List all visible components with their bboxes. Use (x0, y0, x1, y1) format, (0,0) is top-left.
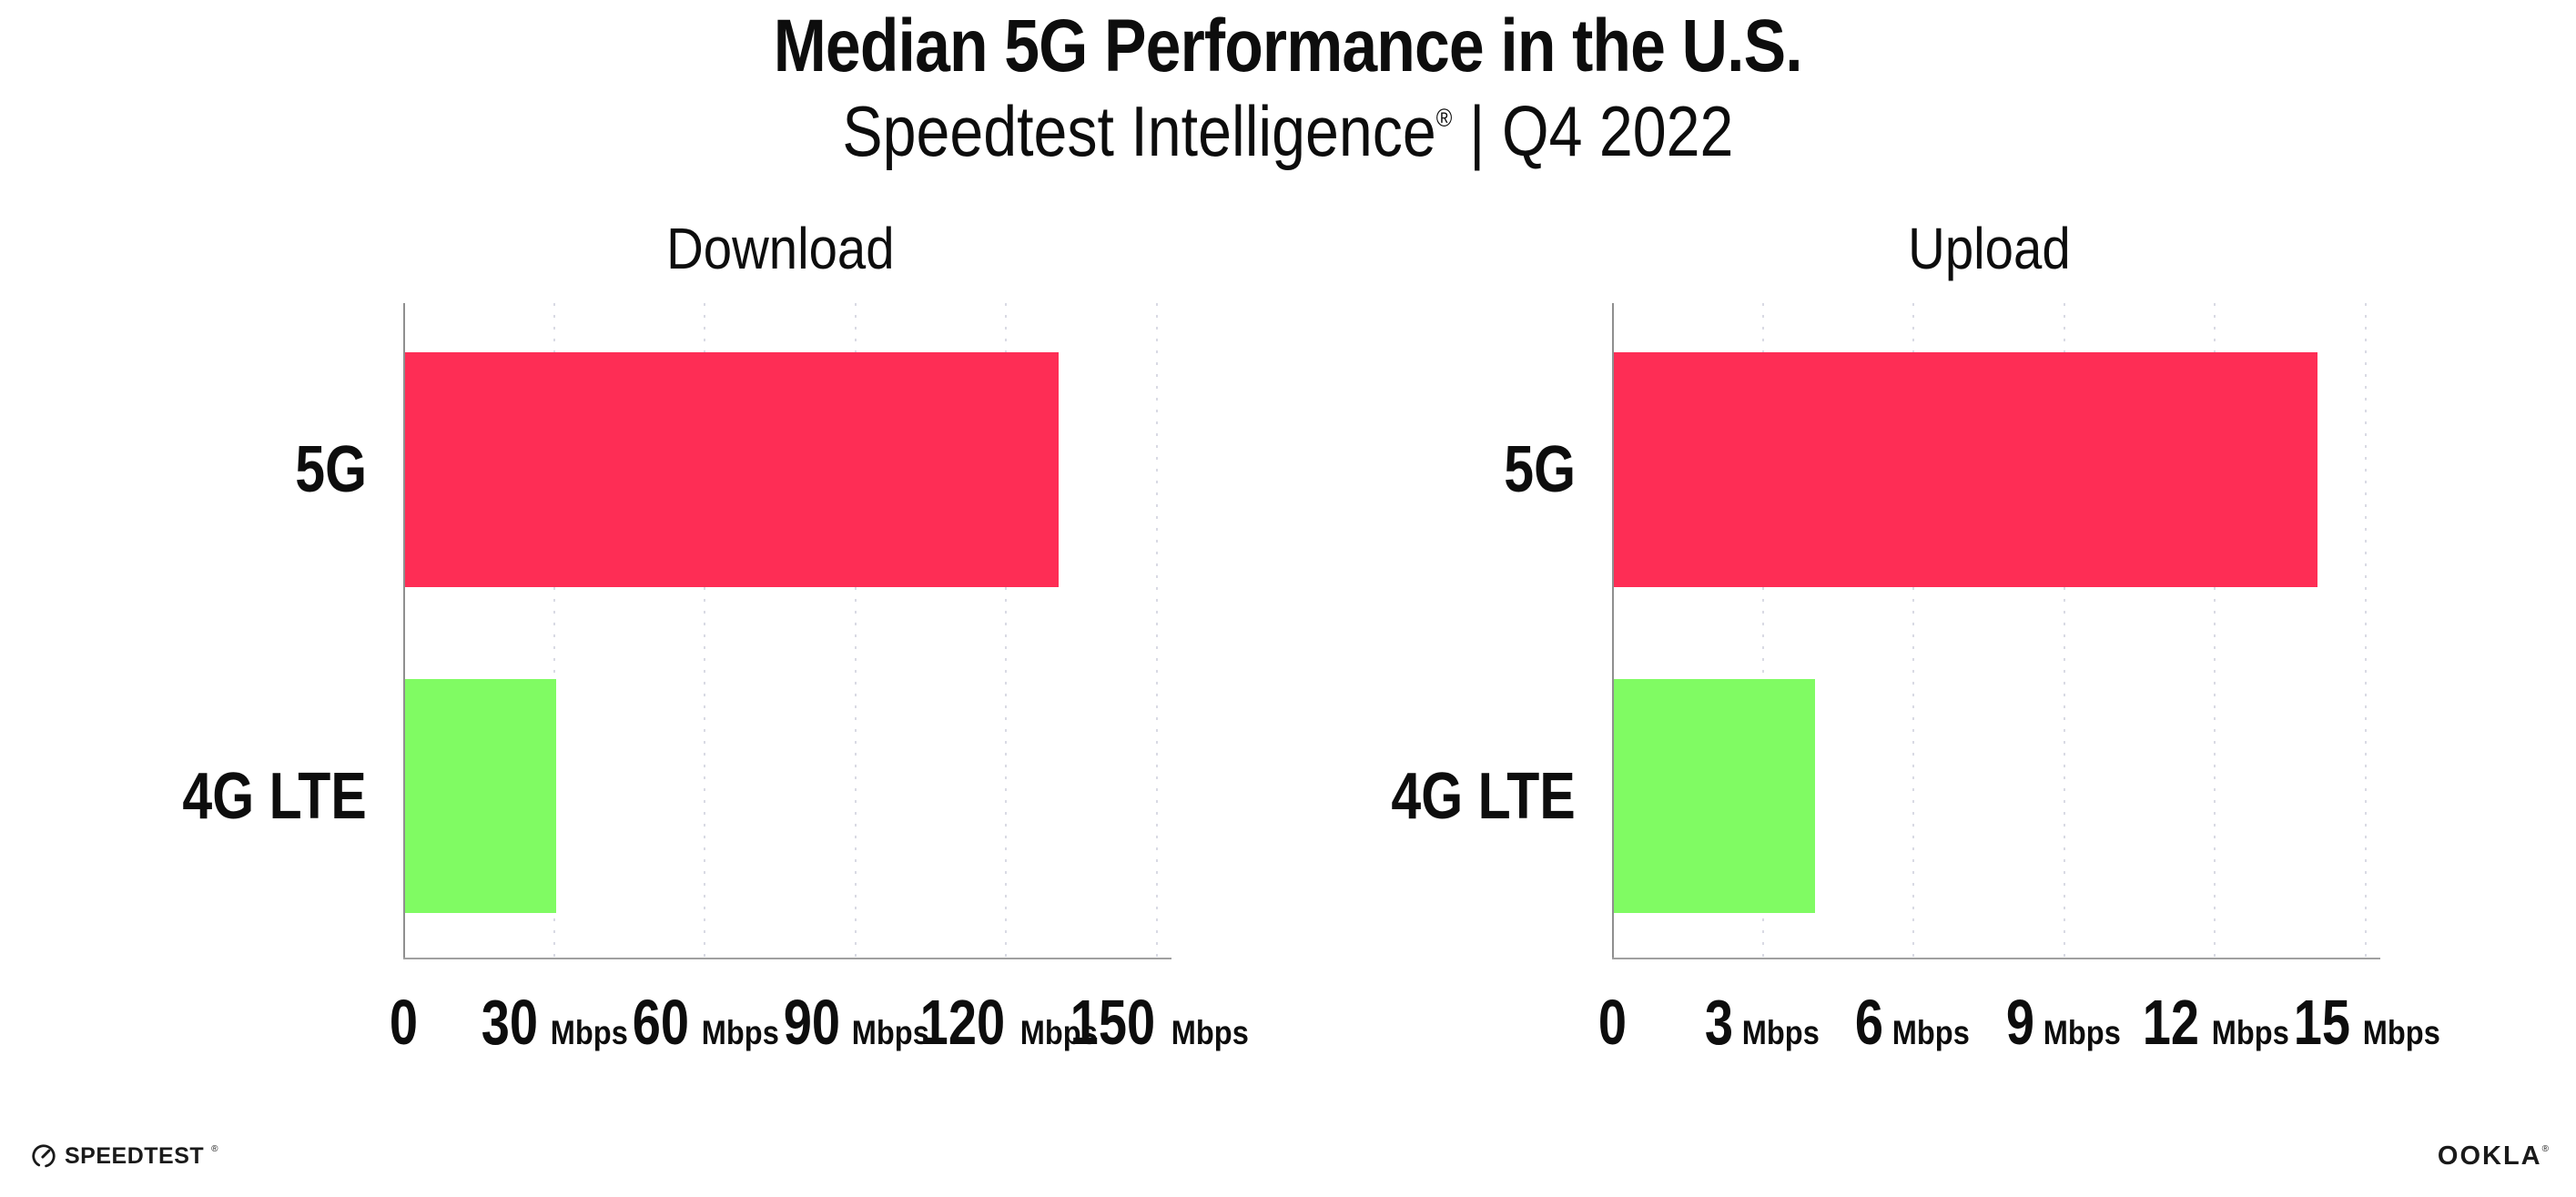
x-tick-9: 9 Mbps (2005, 987, 2121, 1058)
registered-trademark-icon: ® (1435, 103, 1453, 132)
bar-4g-lte-upload (1614, 679, 1815, 913)
x-tick-0: 0 (1597, 987, 1627, 1058)
gridline-150 (1156, 303, 1158, 961)
gridline-60 (704, 303, 706, 961)
x-tick-150: 150 Mbps (1070, 987, 1249, 1058)
upload-chart-title: Upload (1907, 216, 2071, 281)
gridline-9 (2063, 303, 2065, 961)
x-tick-60: 60 Mbps (632, 987, 779, 1058)
upload-plot-area (1612, 303, 2380, 961)
ookla-registered-icon: ® (2541, 1143, 2549, 1154)
category-label-4g-lte-download: 4G LTE (182, 759, 367, 833)
x-tick-120: 120 Mbps (919, 987, 1099, 1058)
x-tick-0: 0 (389, 987, 418, 1058)
bar-5g-upload (1614, 352, 2317, 587)
upload-x-axis (1612, 958, 2380, 959)
gridline-90 (854, 303, 857, 961)
subtitle-separator: | (1469, 91, 1486, 171)
download-x-axis (403, 958, 1171, 959)
gridline-3 (1761, 303, 1764, 961)
gauge-needle (41, 1149, 51, 1159)
x-tick-15: 15 Mbps (2293, 987, 2440, 1058)
category-label-4g-lte-upload: 4G LTE (1391, 759, 1576, 833)
ookla-wordmark: OOKLA (2437, 1141, 2542, 1171)
page-subtitle-text: Speedtest Intelligence® | Q4 2022 (842, 91, 1734, 171)
gauge-icon (32, 1144, 56, 1168)
category-label-5g-upload: 5G (1504, 433, 1576, 506)
subtitle-brand: Speedtest Intelligence (842, 91, 1436, 171)
x-tick-6: 6 Mbps (1855, 987, 1971, 1058)
page-title-text: Median 5G Performance in the U.S. (773, 5, 1803, 87)
download-x-tick-labels: 0 30 Mbps 60 Mbps 90 Mbps 120 Mbps 150 Mbps (389, 987, 1248, 1109)
page-subtitle: Speedtest Intelligence® | Q4 2022 (0, 91, 2576, 171)
gridline-120 (1005, 303, 1008, 961)
speedtest-wordmark: SPEEDTEST (65, 1142, 205, 1169)
gridline-15 (2365, 303, 2367, 961)
category-label-5g-download: 5G (295, 433, 367, 506)
page-title: Median 5G Performance in the U.S. (0, 5, 2576, 87)
x-tick-30: 30 Mbps (482, 987, 629, 1058)
upload-x-tick-labels: 0 3 Mbps 6 Mbps 9 Mbps 12 Mbps 15 Mbps (1597, 987, 2439, 1109)
x-tick-3: 3 Mbps (1704, 987, 1820, 1058)
x-tick-90: 90 Mbps (783, 987, 930, 1058)
bar-4g-lte-download (405, 679, 556, 913)
bar-5g-download (405, 352, 1059, 587)
download-y-axis (403, 303, 405, 959)
ookla-logo: OOKLA ® (2438, 1140, 2549, 1172)
x-tick-12: 12 Mbps (2142, 987, 2289, 1058)
speedtest-registered-icon: ® (211, 1143, 218, 1154)
speedtest-logo: SPEEDTEST ® (30, 1138, 218, 1174)
subtitle-period: Q4 2022 (1502, 91, 1734, 171)
gridline-6 (1912, 303, 1915, 961)
gridline-12 (2214, 303, 2216, 961)
upload-y-axis (1612, 303, 1614, 959)
download-plot-area (403, 303, 1171, 961)
download-chart-title: Download (665, 216, 895, 281)
gridline-30 (553, 303, 555, 961)
